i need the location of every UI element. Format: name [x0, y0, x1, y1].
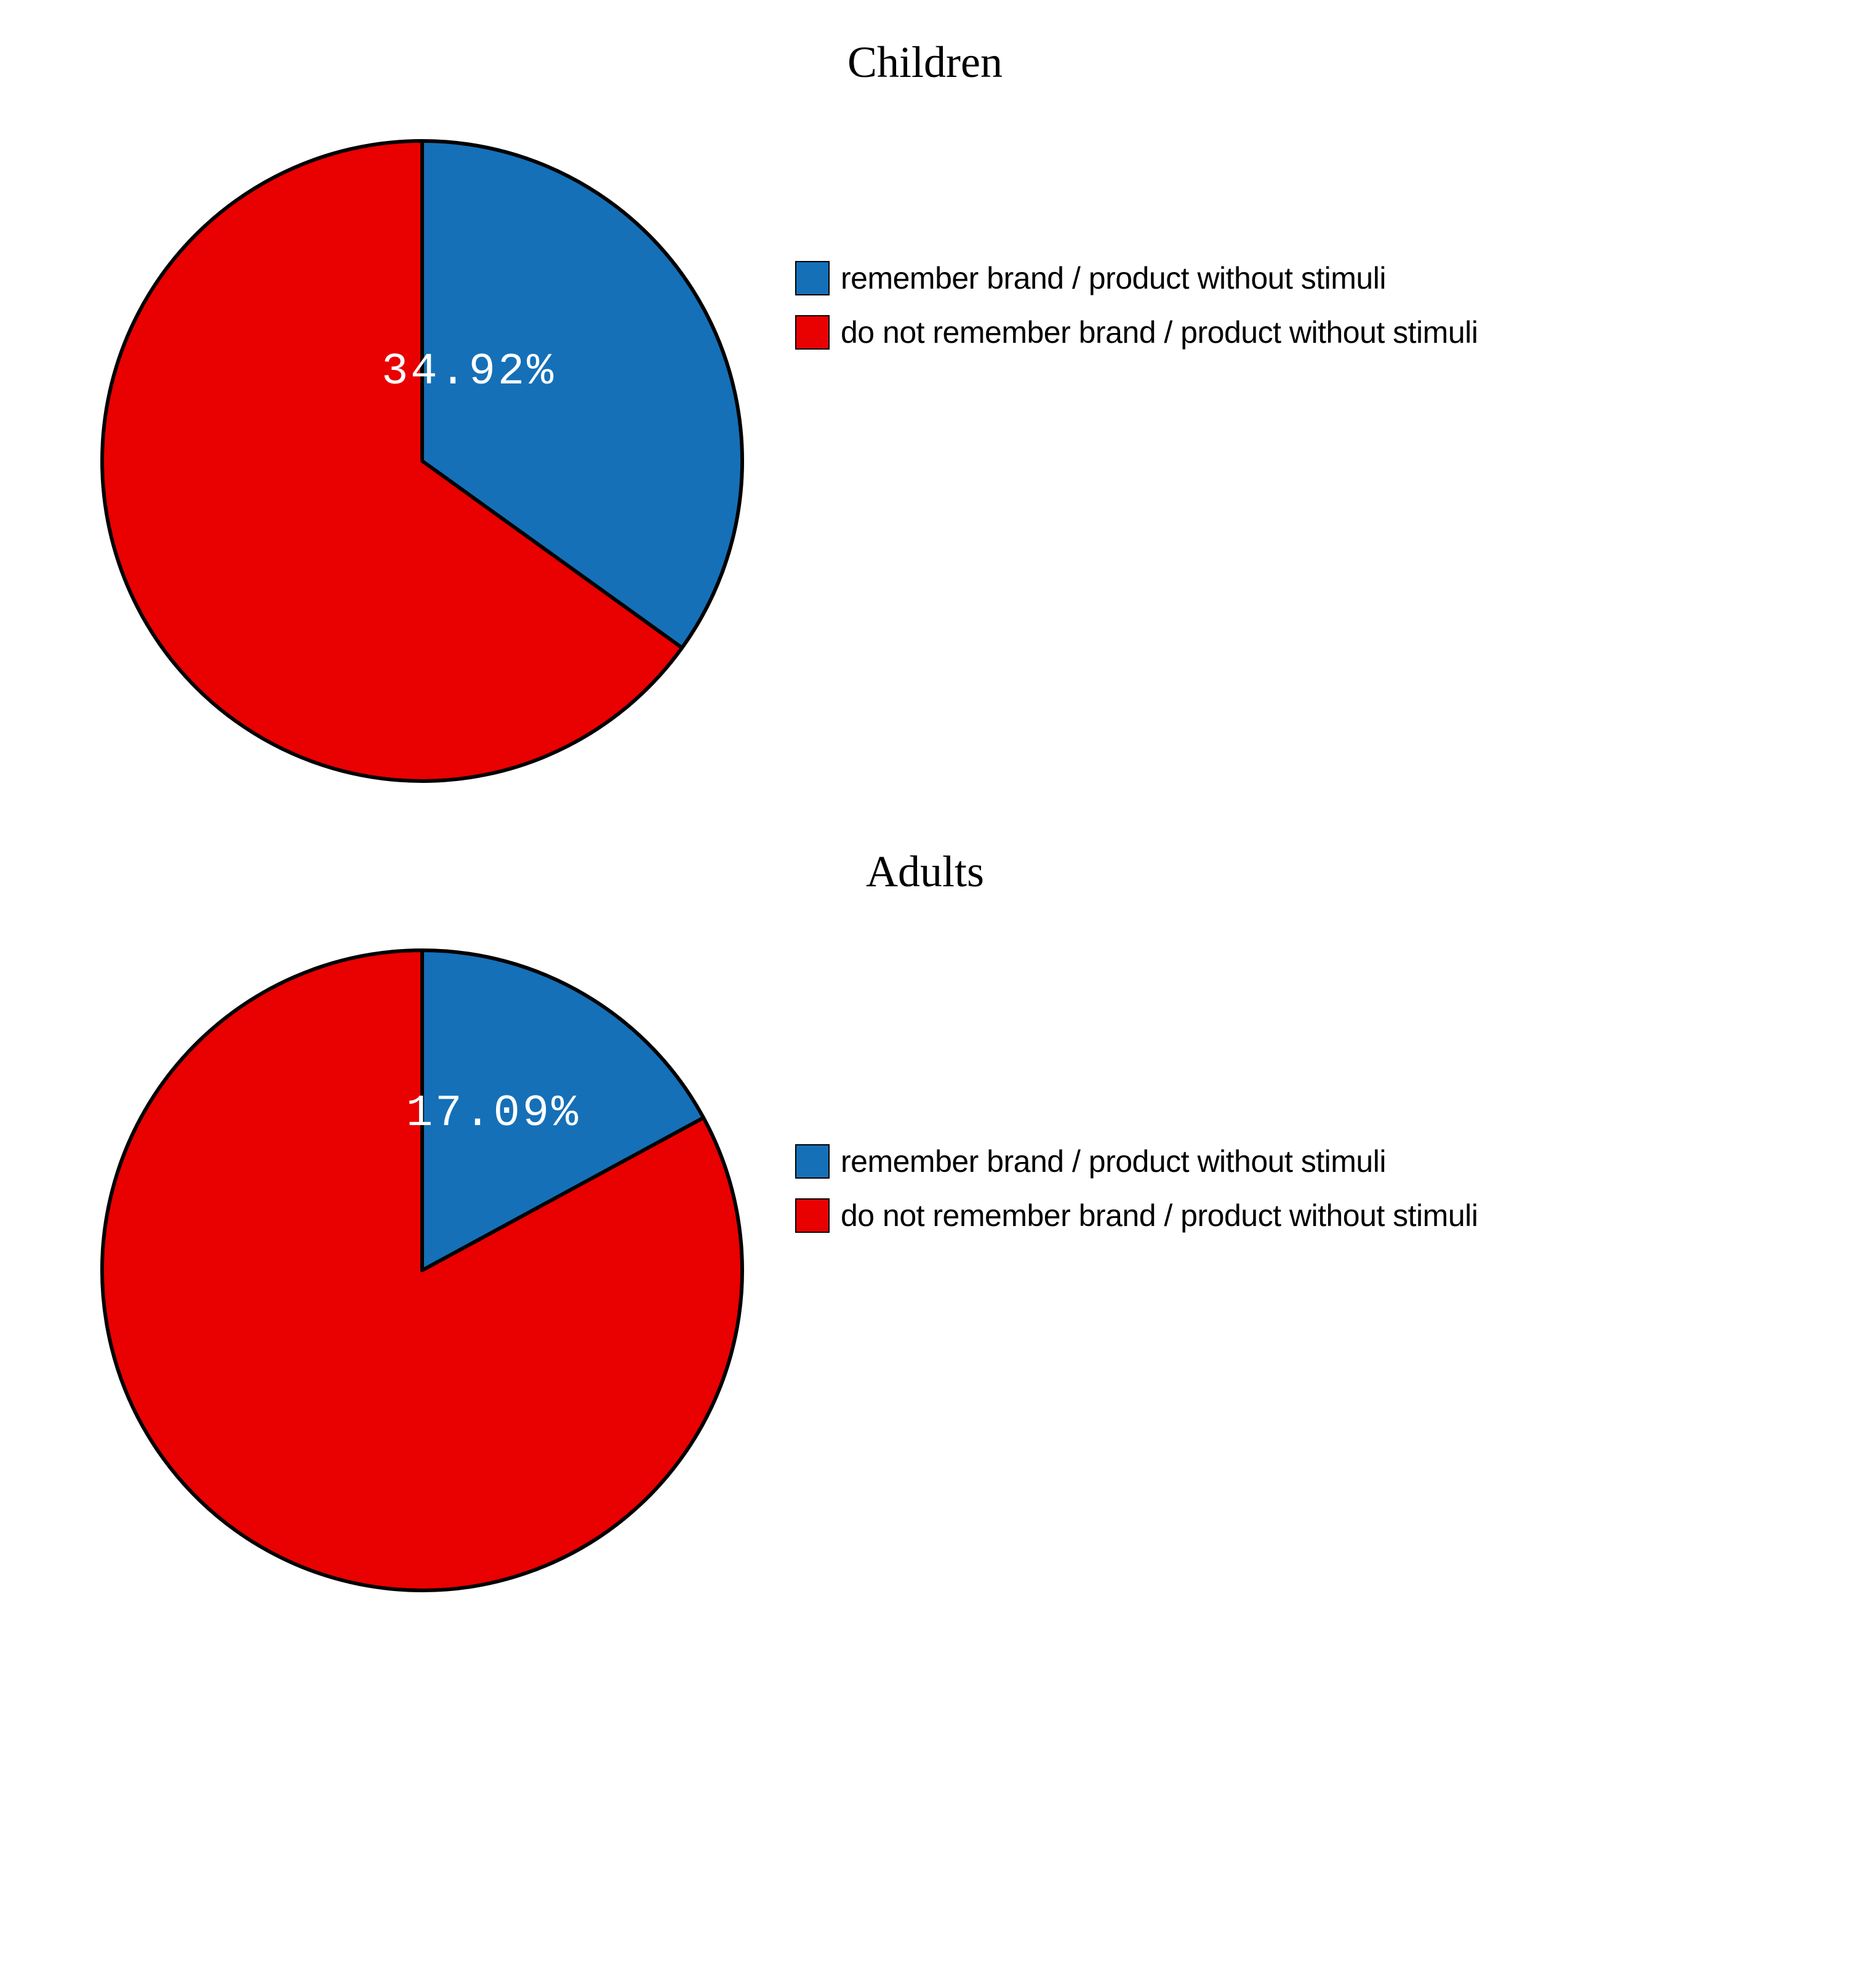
chart-legend: remember brand / product without stimuli… — [795, 1144, 1478, 1233]
pie-value-label: 34.92% — [382, 347, 556, 397]
legend-label-1: do not remember brand / product without … — [841, 1198, 1478, 1233]
chart-section-0: Children 34.92% remember brand / product w… — [25, 37, 1825, 785]
pie-value-label: 17.09% — [406, 1088, 580, 1139]
chart-legend: remember brand / product without stimuli… — [795, 260, 1478, 350]
chart-row: 34.92% remember brand / product without s… — [25, 137, 1825, 785]
legend-item-1: do not remember brand / product without … — [795, 315, 1478, 350]
legend-item-1: do not remember brand / product without … — [795, 1198, 1478, 1233]
legend-item-0: remember brand / product without stimuli — [795, 1144, 1478, 1179]
legend-label-0: remember brand / product without stimuli — [841, 260, 1386, 296]
legend-swatch-0 — [795, 1144, 830, 1179]
chart-row: 17.09% remember brand / product without s… — [25, 947, 1825, 1594]
chart-section-1: Adults 17.09% remember brand / product wit… — [25, 846, 1825, 1594]
legend-swatch-1 — [795, 315, 830, 350]
pie-container: 34.92% — [98, 137, 746, 785]
pie-chart — [98, 137, 746, 785]
chart-title: Children — [25, 37, 1825, 88]
legend-label-1: do not remember brand / product without … — [841, 315, 1478, 350]
legend-item-0: remember brand / product without stimuli — [795, 260, 1478, 296]
chart-title: Adults — [25, 846, 1825, 897]
pie-container: 17.09% — [98, 947, 746, 1594]
legend-swatch-1 — [795, 1198, 830, 1233]
pie-chart — [98, 947, 746, 1594]
legend-label-0: remember brand / product without stimuli — [841, 1144, 1386, 1179]
legend-swatch-0 — [795, 261, 830, 295]
